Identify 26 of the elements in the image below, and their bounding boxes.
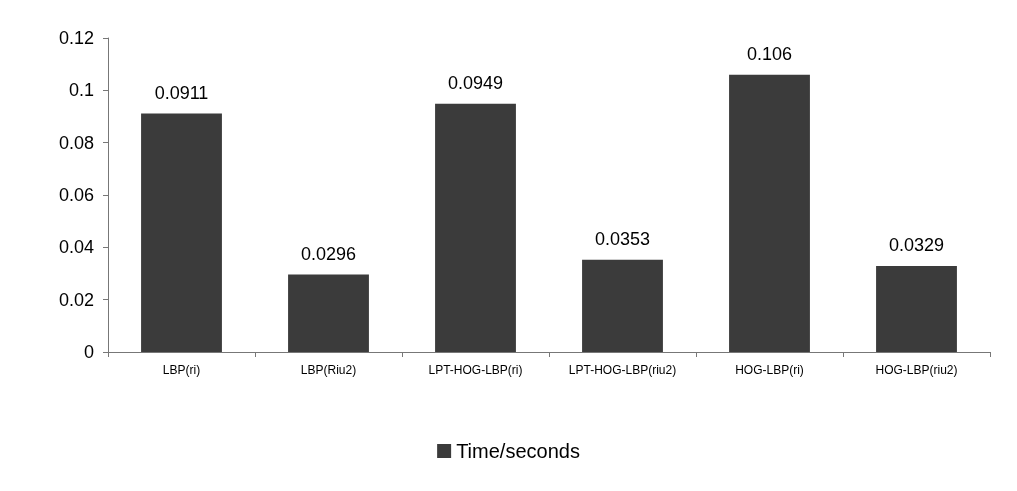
data-label: 0.0911: [154, 82, 209, 103]
y-tick-label: 0.02: [58, 289, 94, 310]
data-label: 0.0296: [300, 243, 357, 264]
y-tick-label: 0.06: [58, 185, 94, 205]
y-tick-label: 0.1: [68, 80, 94, 101]
x-tick-label: HOG-LBP(ri): [735, 363, 804, 377]
data-label: 0.0949: [447, 72, 504, 93]
bar: [141, 113, 222, 352]
x-tick-label: LBP(Riu2): [300, 363, 357, 377]
y-tick-label: 0.08: [58, 132, 94, 153]
bar: [729, 74, 810, 352]
bar: [876, 265, 957, 352]
data-label: 0.0329: [888, 234, 945, 255]
y-tick-label: 0.12: [58, 28, 94, 48]
x-tick-label: LPT-HOG-LBP(ri): [428, 363, 523, 377]
bar: [582, 259, 663, 352]
x-tick-label: LPT-HOG-LBP(riu2): [568, 363, 677, 377]
legend-label: Time/seconds: [456, 440, 580, 462]
y-tick-label: 0: [83, 342, 94, 362]
x-tick-label: LBP(ri): [162, 363, 201, 377]
x-tick-label: HOG-LBP(riu2): [875, 363, 958, 377]
data-label: 0.0353: [594, 228, 651, 249]
y-tick-label: 0.04: [58, 237, 94, 258]
data-label: 0.106: [746, 43, 793, 64]
bar: [288, 274, 369, 352]
bar: [435, 103, 516, 352]
